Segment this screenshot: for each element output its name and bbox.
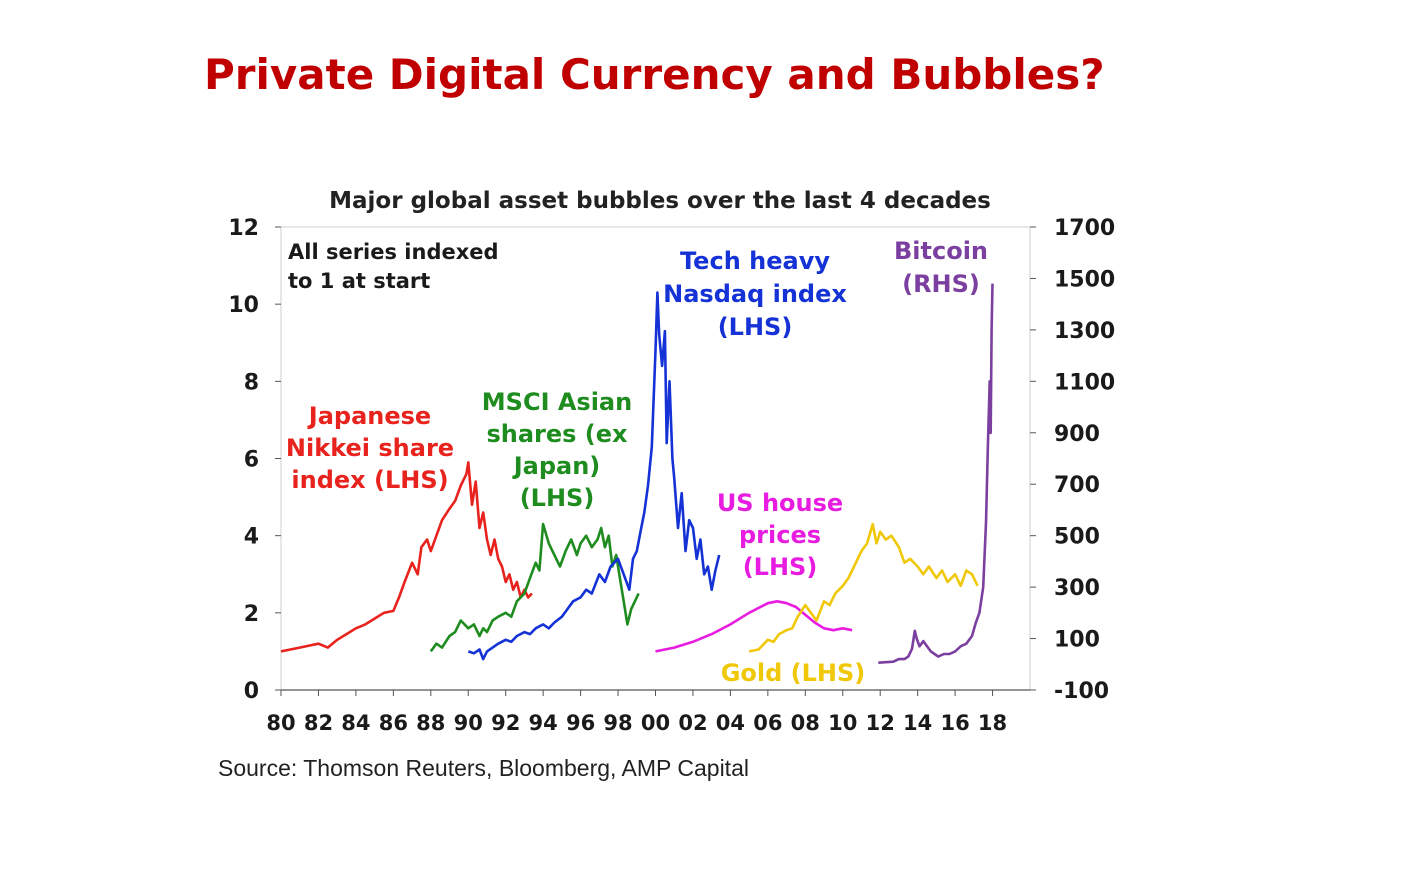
series-label-line: shares (ex [486,420,628,448]
y-right-tick-label: -100 [1054,679,1109,704]
series-line-tech-heavy-nasdaq-index-lhs [467,291,721,661]
y-right-tick-label: 100 [1054,628,1100,653]
series-label-line: (LHS) [718,313,793,341]
series-label: Bitcoin (RHS) [894,237,988,298]
series-label: Japanese Nikkei share index (LHS) [286,402,454,494]
y-right-tick-label: 900 [1054,422,1100,447]
y-axis-left: 0 2 4 6 8 10 12 [228,216,281,704]
y-right-tick-label: 1100 [1054,370,1115,395]
x-tick-label: 10 [828,711,857,735]
series-line-japanese-nikkei-share-index-lhs [280,461,533,653]
x-tick-label: 18 [978,711,1007,735]
series-label: US house prices (LHS) [717,489,843,581]
series-label: Tech heavy Nasdaq index (LHS) [663,247,847,341]
series-label-line: prices [739,521,821,549]
source-note: Source: Thomson Reuters, Bloomberg, AMP … [218,755,749,781]
x-tick-label: 82 [304,711,333,735]
annotation-indexed: All series indexed to 1 at start [288,240,506,293]
plot-area [280,226,1031,691]
x-tick-label: 04 [716,711,745,735]
series-label-line: Tech heavy [680,247,830,275]
series-label: MSCI Asian shares (ex Japan) (LHS) [482,388,632,512]
series-label-line: (LHS) [520,484,595,512]
series-label-line: Gold (LHS) [721,659,866,687]
y-left-tick-label: 4 [244,525,259,550]
series-label: Gold (LHS) [721,659,866,687]
series-line-bitcoin-rhs [878,283,994,664]
x-tick-label: 02 [678,711,707,735]
x-tick-label: 14 [903,711,932,735]
x-tick-label: 12 [866,711,895,735]
x-axis: 80 82 84 86 88 90 92 94 96 98 00 02 04 06 08 10 12 14 16 18 [266,689,1030,735]
annotation-line: All series indexed [288,240,499,264]
y-right-tick-label: 700 [1054,473,1100,498]
series-line-gold-lhs [748,522,979,653]
x-tick-label: 06 [753,711,782,735]
series-label-line: (RHS) [902,270,980,298]
series-label-line: Japanese [307,402,431,430]
x-tick-label: 86 [379,711,408,735]
y-left-tick-label: 12 [228,216,259,241]
x-tick-label: 16 [940,711,969,735]
y-right-tick-label: 300 [1054,576,1100,601]
y-left-tick-label: 2 [244,602,259,627]
series-labels: Japanese Nikkei share index (LHS) MSCI Asia… [286,237,988,687]
x-tick-label: 92 [491,711,520,735]
x-tick-label: 08 [791,711,820,735]
y-right-tick-label: 1500 [1054,267,1115,292]
chart-title: Major global asset bubbles over the last… [329,188,991,214]
slide-title: Private Digital Currency and Bubbles? [204,50,1105,99]
series-label-line: Nasdaq index [663,280,847,308]
y-left-tick-label: 10 [228,293,259,318]
x-tick-label: 98 [603,711,632,735]
y-left-tick-label: 0 [244,679,259,704]
series-lines [280,283,994,664]
y-right-tick-label: 1700 [1054,216,1115,241]
series-label-line: index (LHS) [291,466,448,494]
x-tick-label: 00 [641,711,670,735]
x-tick-label: 80 [266,711,295,735]
series-label-line: (LHS) [743,553,818,581]
y-right-tick-label: 1300 [1054,319,1115,344]
x-tick-label: 88 [416,711,445,735]
y-axis-right: -100 100 300 500 700 900 1100 1300 1500 1700 [1030,216,1115,704]
y-left-tick-label: 6 [244,448,259,473]
y-right-tick-label: 500 [1054,525,1100,550]
series-line-us-house-prices-lhs [655,599,853,653]
x-tick-label: 94 [529,711,558,735]
series-label-line: Nikkei share [286,434,454,462]
x-tick-label: 84 [341,711,370,735]
annotation-line: to 1 at start [288,269,430,293]
series-label-line: MSCI Asian [482,388,632,416]
x-tick-label: 96 [566,711,595,735]
series-label-line: US house [717,489,843,517]
x-tick-label: 90 [454,711,483,735]
series-label-line: Japan) [512,452,601,480]
y-left-tick-label: 8 [244,370,259,395]
series-label-line: Bitcoin [894,237,988,265]
